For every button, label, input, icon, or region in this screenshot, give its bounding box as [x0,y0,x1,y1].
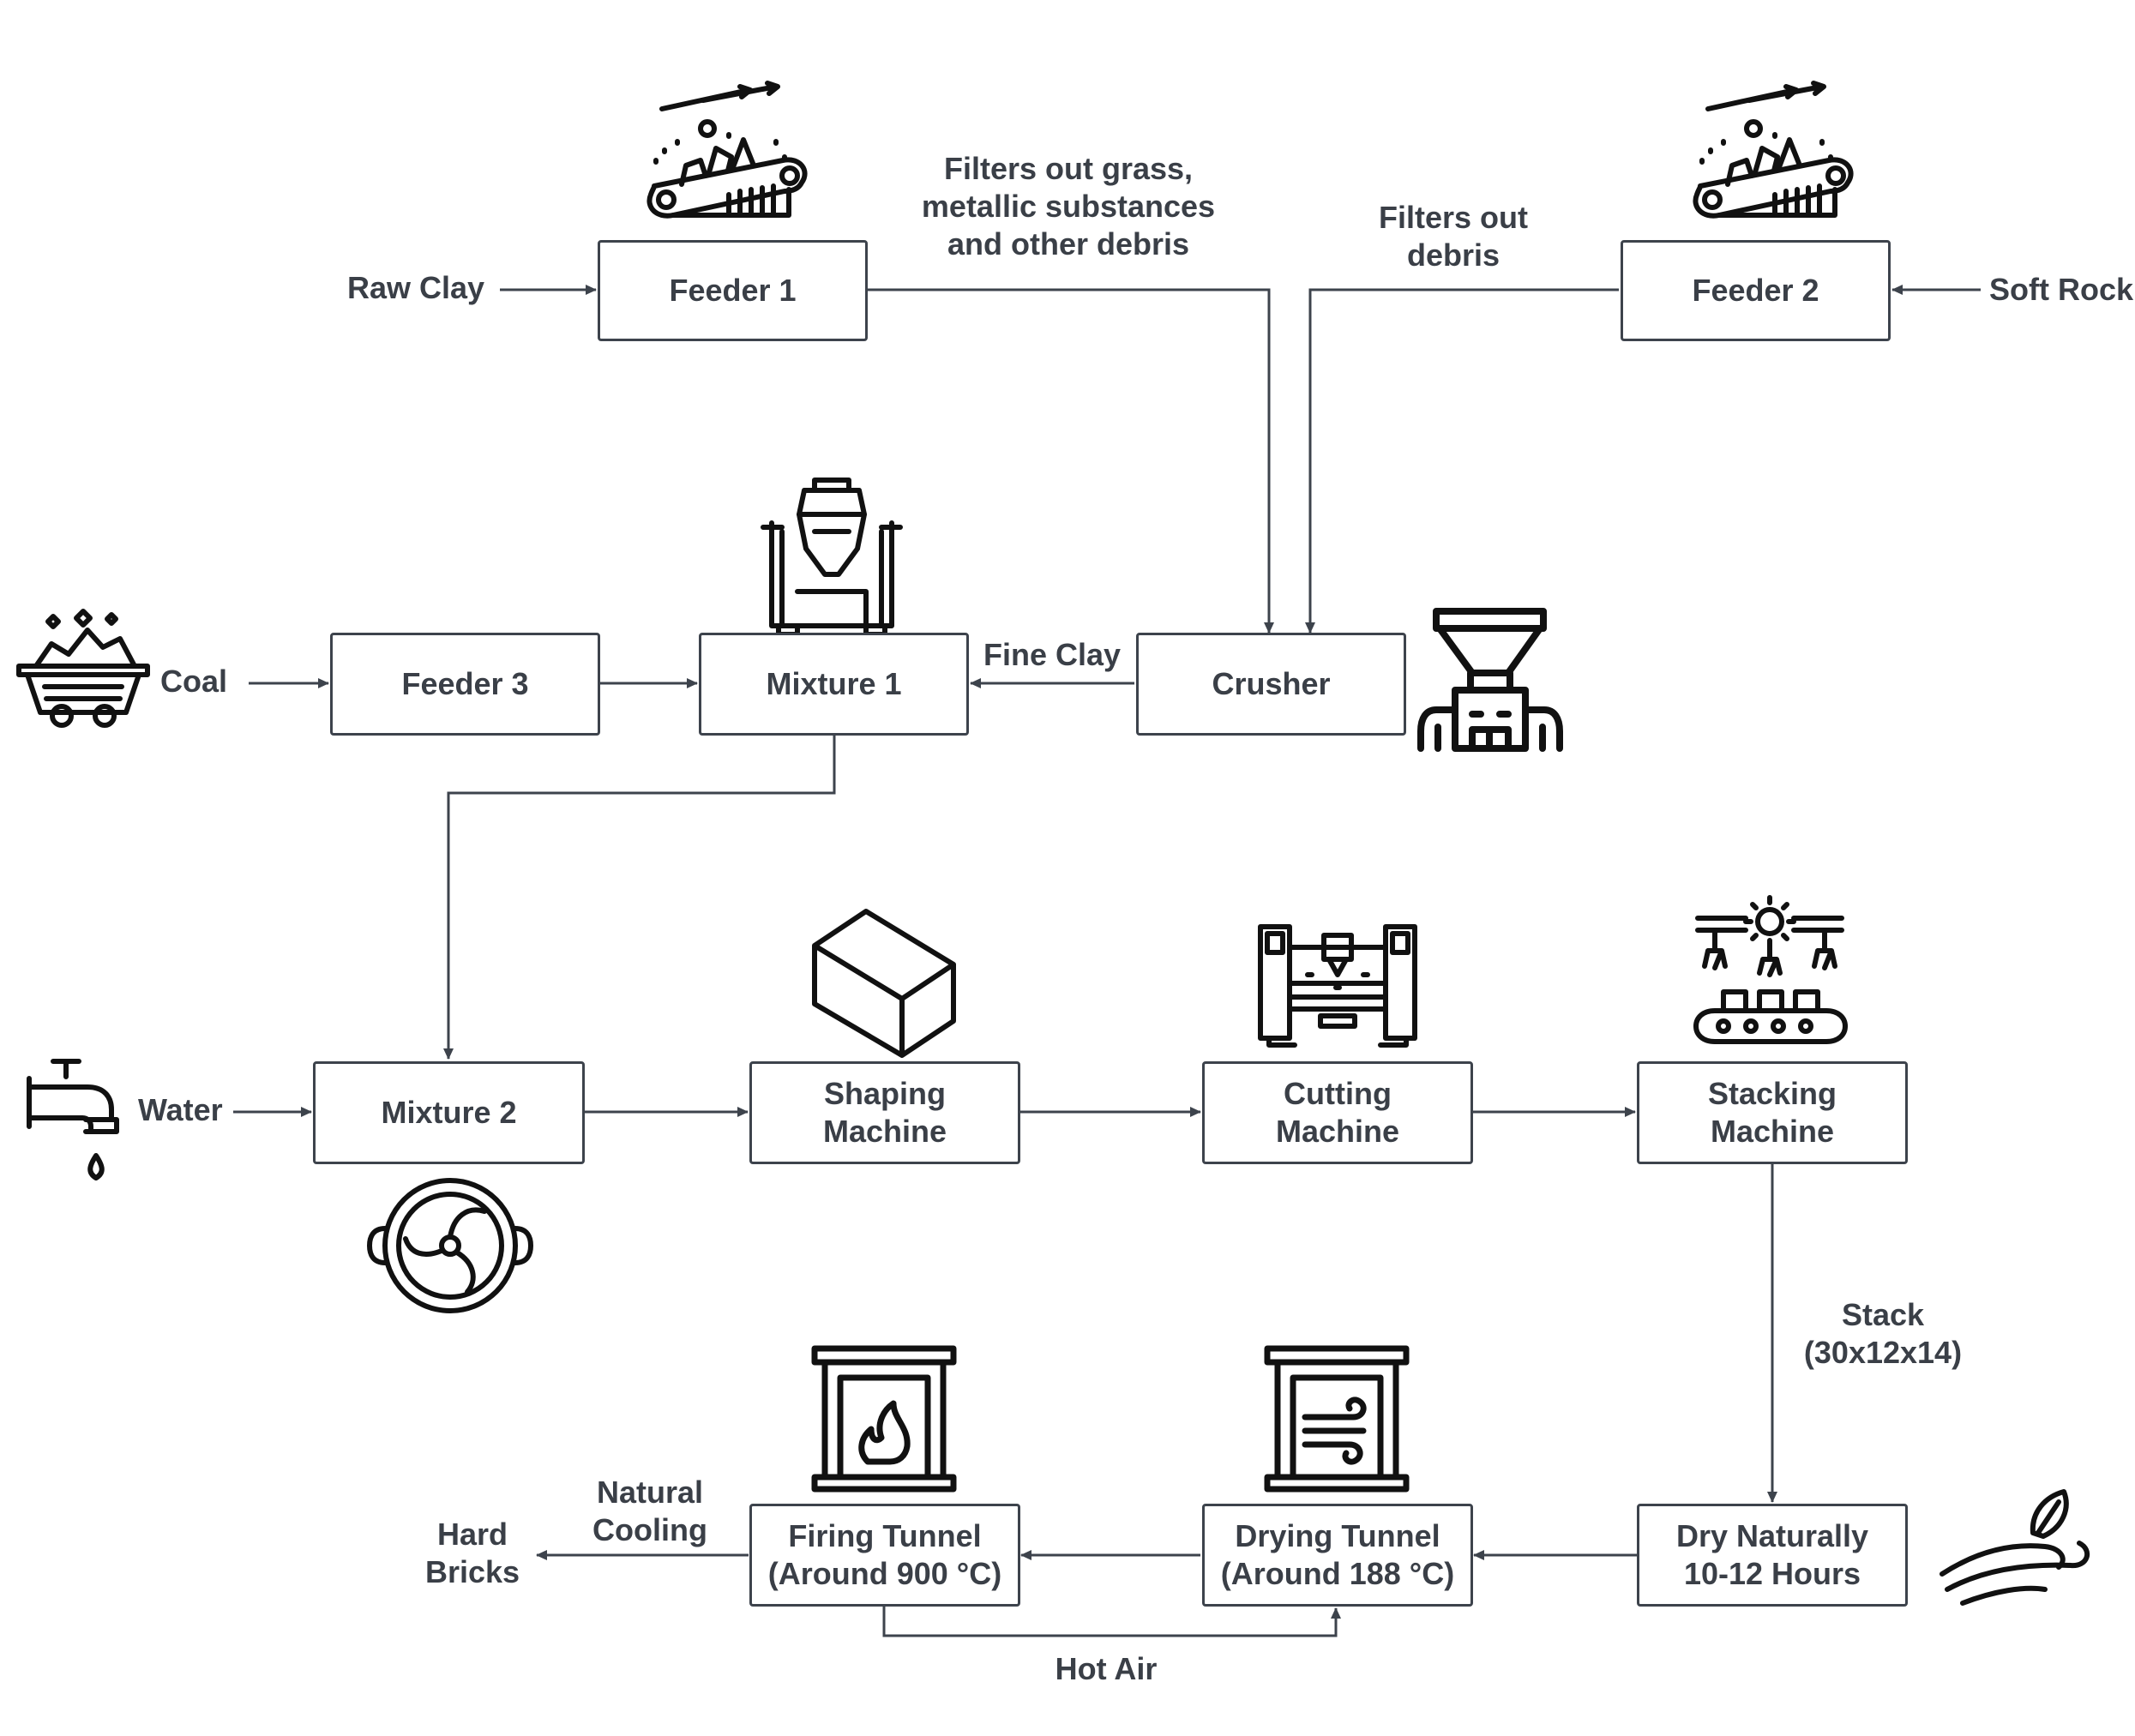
brick-icon [812,909,956,1058]
conveyor-icon [647,81,808,219]
connectors [233,285,1981,1637]
node-label-line2: Machine [822,1114,947,1149]
node-label-line1: Stacking [1707,1076,1837,1111]
node-feeder-3: Feeder 3 [330,633,600,736]
node-label-line1: Cutting [1284,1076,1392,1111]
wind-leaf-icon [1940,1489,2090,1606]
node-feeder-2: Feeder 2 [1621,240,1891,341]
node-cutting-machine: Cutting Machine [1202,1061,1473,1164]
input-soft-rock: Soft Rock [1989,272,2134,307]
annotation-natural-cooling: Natural Cooling [592,1474,707,1549]
mixer-icon [761,478,903,637]
node-mixture-1: Mixture 1 [699,633,969,736]
node-label-line1: Drying Tunnel [1235,1518,1440,1553]
node-label-line1: Firing Tunnel [788,1518,982,1553]
faucet-icon [27,1059,119,1180]
annotation-line: Bricks [424,1554,520,1589]
arrow-mixture1-mixture2 [443,735,836,1060]
node-label-line2: (Around 900 °C) [767,1556,1002,1591]
annotation-line: debris [1406,237,1501,273]
node-label: Mixture 1 [766,666,902,701]
annotation-line: Filters out grass, [943,151,1194,186]
conveyor-icon [1693,81,1854,219]
node-label-line2: Machine [1275,1114,1400,1149]
node-mixture-2: Mixture 2 [313,1061,585,1164]
annotation-line: Stack [1841,1297,1925,1332]
node-label-line1: Shaping [824,1076,946,1111]
annotation-line: Cooling [592,1512,707,1547]
input-coal: Coal [160,664,228,699]
node-label-line1: Dry Naturally [1675,1518,1869,1553]
annotation-stack: Stack (30x12x14) [1804,1296,1962,1372]
node-shaping-machine: Shaping Machine [749,1061,1020,1164]
annotation-line: Filters out [1378,200,1529,235]
node-label-line2: 10-12 Hours [1683,1556,1861,1591]
input-water: Water [138,1092,223,1127]
furnace-fire-icon [811,1345,957,1493]
node-label: Crusher [1212,666,1331,701]
furnace-wind-icon [1264,1345,1410,1493]
annotation-hot-air: Hot Air [1055,1651,1158,1686]
arrow-feeder2-crusher [1305,288,1619,634]
annotation-line: Hard [436,1517,508,1552]
annotation-line: and other debris [947,226,1190,261]
arrow-hot-air [882,1606,1341,1637]
annotation-line: metallic substances [921,189,1216,224]
node-label: Mixture 2 [381,1095,517,1130]
annotation-filters-feeder2: Filters out debris [1379,199,1528,274]
node-drying-tunnel: Drying Tunnel (Around 188 °C) [1202,1504,1473,1607]
node-dry-naturally: Dry Naturally 10-12 Hours [1637,1504,1908,1607]
node-label-line2: (Around 188 °C) [1220,1556,1455,1591]
input-raw-clay: Raw Clay [347,270,485,305]
mine-cart-icon [16,609,150,728]
node-label-line2: Machine [1710,1114,1835,1149]
annotation-fine-clay: Fine Clay [983,637,1122,672]
node-stacking-machine: Stacking Machine [1637,1061,1908,1164]
cutting-machine-icon [1258,924,1417,1048]
node-firing-tunnel: Firing Tunnel (Around 900 °C) [749,1504,1020,1607]
fan-icon [367,1178,533,1313]
node-label: Feeder 1 [669,273,797,308]
hopper-crusher-icon [1417,608,1563,752]
annotation-filters-feeder1: Filters out grass, metallic substances a… [922,150,1215,263]
node-crusher: Crusher [1136,633,1406,736]
annotation-line: (30x12x14) [1803,1335,1963,1370]
annotation-line: Natural [596,1475,704,1510]
output-hard-bricks: Hard Bricks [425,1516,520,1591]
arrow-feeder1-crusher [866,288,1274,634]
node-label: Feeder 3 [401,666,529,701]
node-feeder-1: Feeder 1 [598,240,868,341]
robotic-arms-icon [1693,895,1848,1044]
node-label: Feeder 2 [1692,273,1819,308]
